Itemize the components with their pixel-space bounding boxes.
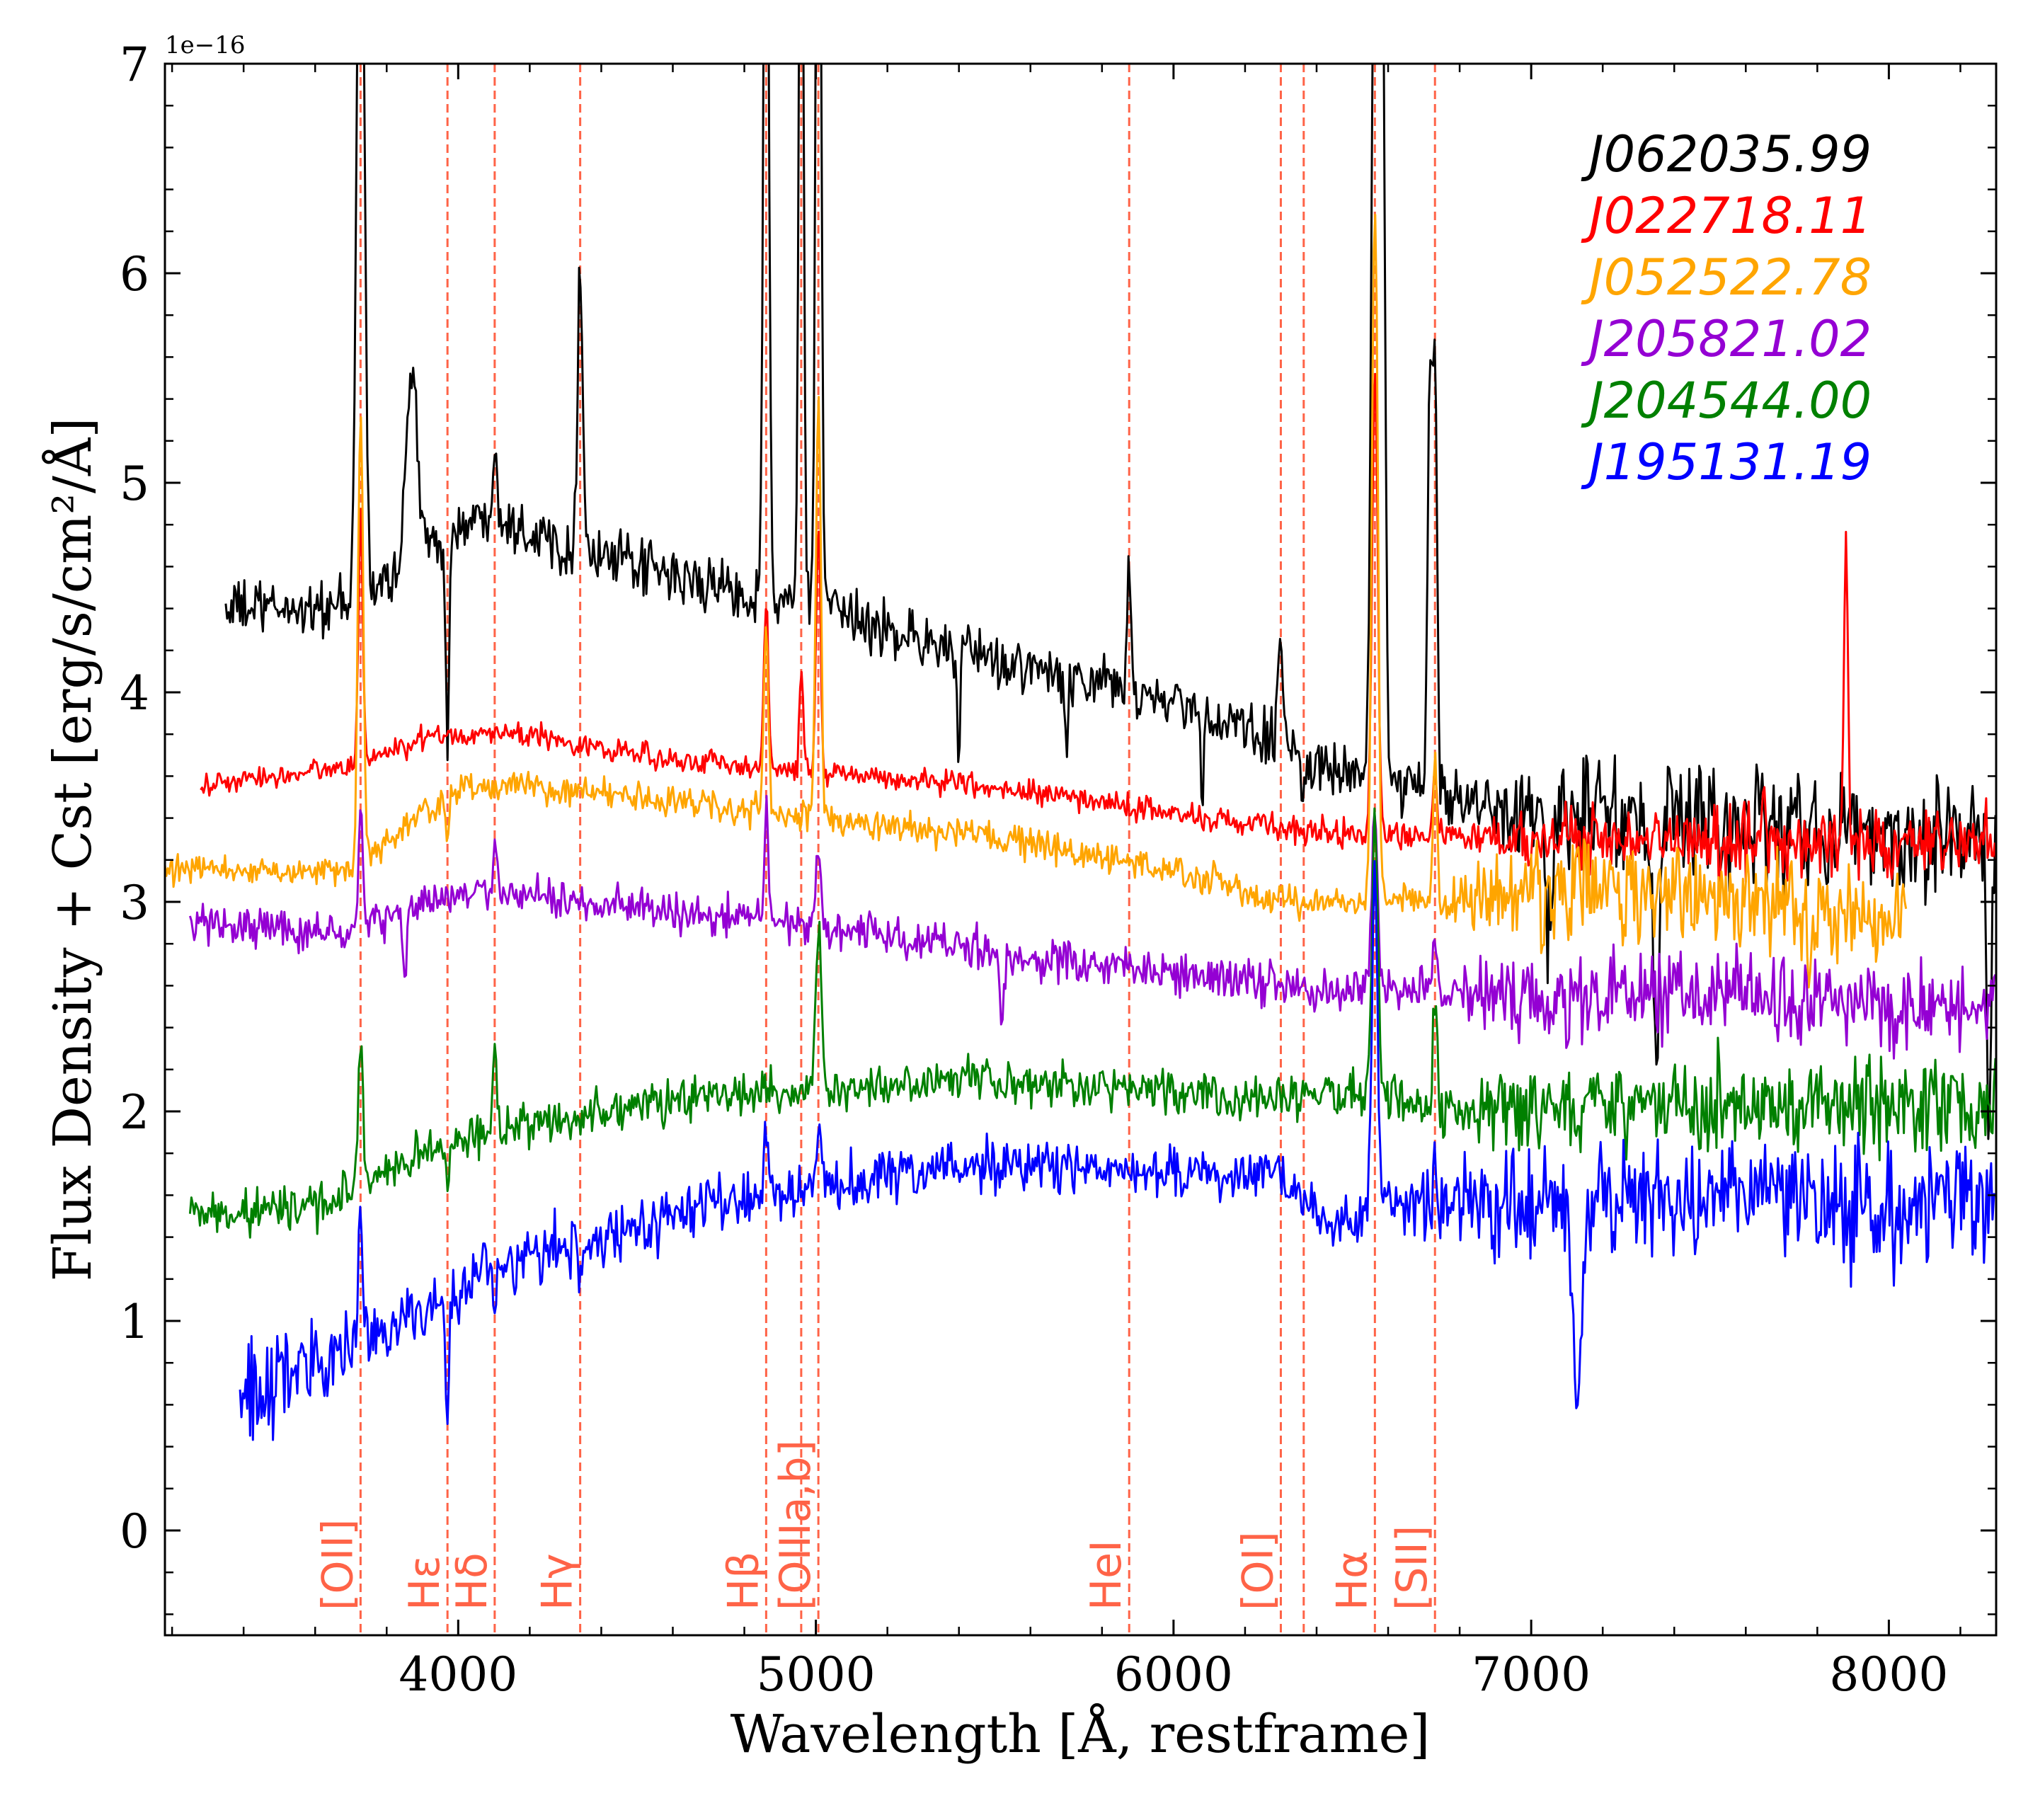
- spectrum-line-J052522-78: [165, 214, 1908, 989]
- x-tick-label: 6000: [1114, 1647, 1233, 1702]
- emission-line-label: [SII]: [1387, 1526, 1437, 1610]
- spectrum-line-J205821-02: [188, 794, 1996, 1060]
- legend-entry: J204544.00: [1581, 372, 1872, 430]
- y-tick-label: 6: [120, 247, 149, 302]
- x-tick-label: 8000: [1829, 1647, 1948, 1702]
- spectrum-line-J204544-00: [188, 807, 1996, 1239]
- emission-line-label: Hα: [1327, 1550, 1377, 1610]
- emission-line-label: [OIIIa,b]: [771, 1440, 820, 1610]
- y-tick-label: 4: [120, 666, 149, 721]
- spectrum-line-J062035-99: [224, 64, 1996, 1140]
- y-tick-label: 7: [120, 38, 149, 92]
- x-tick-label: 4000: [399, 1647, 517, 1702]
- emission-line-label: Hγ: [533, 1553, 583, 1610]
- y-tick-label: 0: [120, 1504, 149, 1559]
- axis-ticks: 4000 5000 6000 7000 8000 0 1 2 3 4 5 6 7: [120, 38, 1996, 1702]
- plot-frame: [164, 62, 1998, 1637]
- legend-entry: J052522.78: [1581, 248, 1872, 307]
- y-tick-label: 2: [120, 1085, 149, 1140]
- emission-line-label: HeI: [1082, 1540, 1131, 1610]
- legend-entry: J205821.02: [1581, 310, 1872, 368]
- emission-line-label: Hε: [400, 1555, 449, 1610]
- legend-entry: J062035.99: [1581, 125, 1872, 183]
- legend-entry: J195131.19: [1581, 433, 1872, 491]
- x-tick-label: 5000: [757, 1647, 876, 1702]
- y-tick-label: 1: [120, 1295, 149, 1349]
- y-tick-label: 3: [120, 876, 149, 930]
- emission-line-label: Hδ: [447, 1552, 497, 1610]
- emission-line-label: Hβ: [718, 1552, 768, 1610]
- y-axis-label: Flux Density + Cst [erg/s/cm²/Å]: [41, 418, 103, 1282]
- spectrum-line-J195131-19: [239, 860, 1996, 1441]
- emission-line-label: [OI]: [1233, 1531, 1283, 1610]
- x-tick-label: 7000: [1472, 1647, 1591, 1702]
- y-tick-label: 5: [120, 457, 149, 511]
- x-axis-label: Wavelength [Å, restframe]: [731, 1702, 1431, 1765]
- y-offset-text: 1e−16: [165, 31, 246, 59]
- spectra-series: [165, 64, 1996, 1441]
- spectrum-line-J022718-11: [200, 372, 1996, 883]
- emission-line-label: [OII]: [313, 1519, 362, 1610]
- legend: J062035.99J022718.11J052522.78J205821.02…: [1581, 125, 1872, 491]
- legend-entry: J022718.11: [1581, 187, 1872, 245]
